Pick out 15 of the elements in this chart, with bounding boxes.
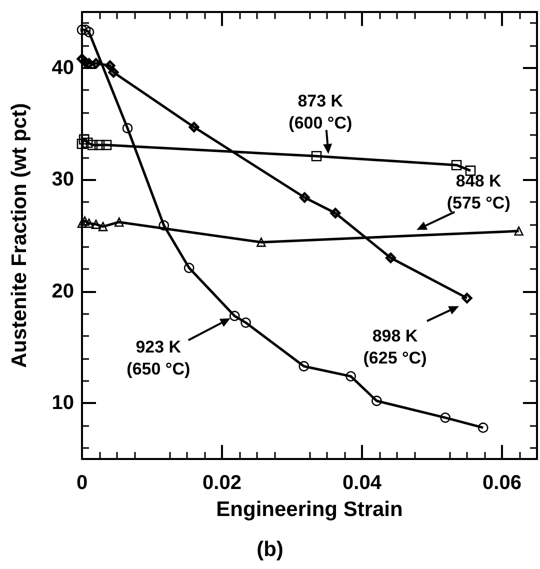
x-axis-title: Engineering Strain <box>216 498 403 521</box>
y-tick-label: 10 <box>52 392 74 414</box>
text: (b) <box>256 538 284 561</box>
x-tick-label: 0.04 <box>342 472 382 494</box>
annotation: 848 K (575 °C) <box>446 171 510 212</box>
x-tick-label: 0.06 <box>482 472 522 494</box>
y-tick-label: 40 <box>52 56 74 79</box>
y-axis-title: Austenite Fraction (wt pct) <box>8 103 31 368</box>
y-tick-label: 20 <box>52 280 74 302</box>
annotation: 873 K (600 °C) <box>288 91 352 132</box>
annotation: 898 K (625 °C) <box>363 326 427 368</box>
x-tick-label: 0.02 <box>202 472 242 494</box>
annotation: 923 K (650 °C) <box>126 338 190 379</box>
y-tick-label: 30 <box>52 168 74 191</box>
x-tick-label: 0 <box>76 472 88 494</box>
